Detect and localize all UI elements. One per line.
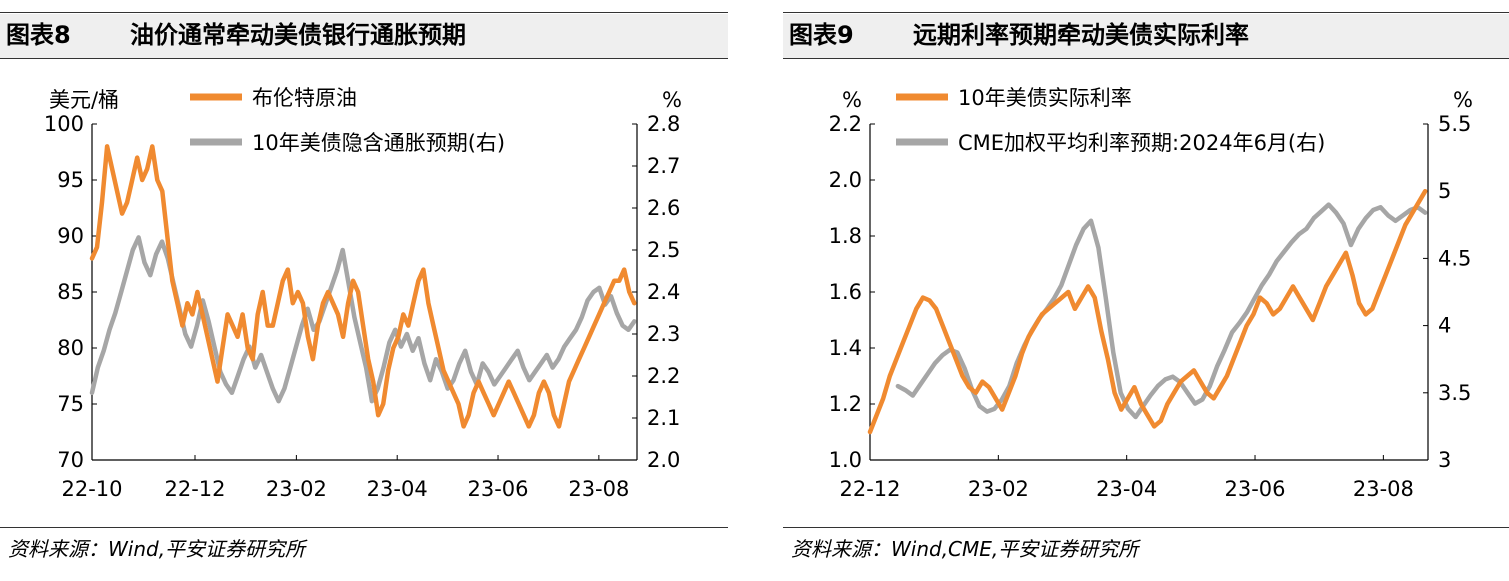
- top-rule: [783, 12, 1509, 13]
- right-tick-label: 2.2: [647, 364, 680, 388]
- legend: 10年美债实际利率 CME加权平均利率预期:2024年6月(右): [896, 86, 1325, 155]
- legend-label: 10年美债实际利率: [958, 86, 1132, 110]
- left-tick-label: 75: [57, 392, 84, 416]
- right-tick-label: 2.0: [647, 448, 680, 472]
- legend-label: 布伦特原油: [252, 86, 357, 110]
- right-tick-label: 3: [1438, 448, 1451, 472]
- axes-group: 2.2 2.0 1.8 1.6 1.4 1.2 1.0 5.5 5 4.5 4 3.5 3 22-12 23…: [829, 88, 1473, 501]
- figure-number: 图表8: [6, 21, 71, 49]
- series-line-primary: [89, 144, 637, 429]
- right-tick-label: 4: [1438, 314, 1451, 338]
- left-tick-label: 100: [44, 112, 84, 136]
- right-tick-label: 2.8: [647, 112, 680, 136]
- x-tick-label: 23-04: [1096, 477, 1157, 501]
- figure-title: 远期利率预期牵动美债实际利率: [913, 21, 1249, 49]
- x-tick-label: 23-06: [468, 477, 529, 501]
- figure-number: 图表9: [789, 21, 854, 49]
- x-tick-label: 23-08: [1353, 477, 1414, 501]
- right-tick-label: 5: [1438, 179, 1451, 203]
- chart-svg-right: 2.2 2.0 1.8 1.6 1.4 1.2 1.0 5.5 5 4.5 4 3.5 3 22-12 23…: [829, 86, 1473, 501]
- series-line-primary: [867, 188, 1428, 435]
- bottom-rule: [0, 527, 728, 528]
- legend-label: 10年美债隐含通胀预期(右): [252, 131, 505, 155]
- chart-svg-left: 100 95 90 85 80 75 70 2.8 2.7 2.6 2.5 2.4 2.3 2.2 2.1 2…: [44, 86, 682, 501]
- left-tick-label: 90: [57, 224, 84, 248]
- legend-label: CME加权平均利率预期:2024年6月(右): [958, 131, 1325, 155]
- axes-group: 100 95 90 85 80 75 70 2.8 2.7 2.6 2.5 2.4 2.3 2.2 2.1 2…: [44, 88, 682, 501]
- x-tick-label: 23-08: [568, 477, 629, 501]
- left-tick-label: 80: [57, 336, 84, 360]
- source-note: 资料来源：Wind,平安证券研究所: [8, 537, 306, 561]
- right-tick-label: 3.5: [1438, 381, 1471, 405]
- left-axis-unit: 美元/桶: [49, 88, 119, 112]
- left-tick-label: 70: [57, 448, 84, 472]
- left-tick-label: 1.6: [829, 280, 862, 304]
- right-tick-label: 2.4: [647, 280, 680, 304]
- right-tick-label: 2.5: [647, 238, 680, 262]
- top-rule: [0, 12, 728, 13]
- x-tick-label: 23-02: [968, 477, 1029, 501]
- title-bar: 图表8 油价通常牵动美债银行通胀预期: [0, 14, 728, 59]
- title-bar: 图表9 远期利率预期牵动美债实际利率: [783, 14, 1509, 59]
- left-tick-label: 2.0: [829, 168, 862, 192]
- right-tick-label: 2.1: [647, 406, 680, 430]
- right-axis-unit: %: [1453, 88, 1473, 112]
- bottom-rule: [783, 527, 1509, 528]
- right-tick-label: 2.3: [647, 322, 680, 346]
- left-tick-label: 1.4: [829, 336, 862, 360]
- left-tick-label: 85: [57, 280, 84, 304]
- left-tick-label: 1.8: [829, 224, 862, 248]
- left-tick-label: 1.2: [829, 392, 862, 416]
- left-tick-label: 95: [57, 168, 84, 192]
- left-tick-label: 2.2: [829, 112, 862, 136]
- x-tick-label: 23-06: [1225, 477, 1286, 501]
- right-tick-label: 4.5: [1438, 246, 1471, 270]
- x-tick-label: 23-04: [367, 477, 428, 501]
- x-tick-label: 23-02: [266, 477, 327, 501]
- chart-panel-left: 图表8 油价通常牵动美债银行通胀预期 100 95 90 85 80 75 70 2.8 2.7…: [0, 0, 728, 581]
- source-note: 资料来源：Wind,CME,平安证券研究所: [791, 537, 1139, 561]
- series-line-secondary: [895, 202, 1428, 420]
- x-tick-label: 22-12: [839, 477, 900, 501]
- left-tick-label: 1.0: [829, 448, 862, 472]
- chart-panel-right: 图表9 远期利率预期牵动美债实际利率 2.2 2.0 1.8 1.6 1.4 1.2 1.0…: [783, 0, 1509, 581]
- figure-title: 油价通常牵动美债银行通胀预期: [130, 21, 466, 49]
- right-tick-label: 2.7: [647, 154, 680, 178]
- right-tick-label: 5.5: [1438, 112, 1471, 136]
- right-tick-label: 2.6: [647, 196, 680, 220]
- left-axis-unit: %: [842, 88, 862, 112]
- x-tick-label: 22-12: [164, 477, 225, 501]
- x-tick-label: 22-10: [61, 477, 122, 501]
- right-axis-unit: %: [662, 88, 682, 112]
- legend: 布伦特原油 10年美债隐含通胀预期(右): [190, 86, 505, 155]
